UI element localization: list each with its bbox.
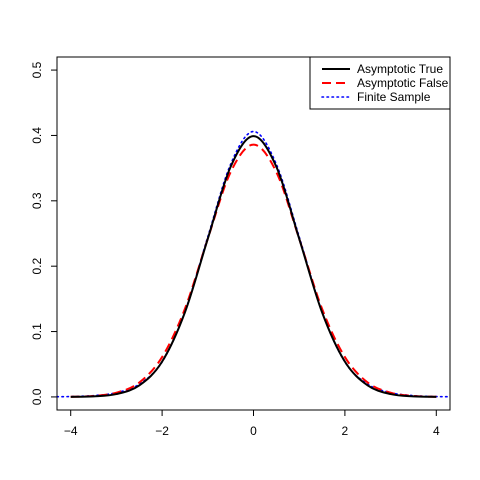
y-tick-label: 0.5 [30, 61, 44, 78]
x-tick-label: −2 [155, 424, 169, 438]
legend-label: Asymptotic True [357, 62, 443, 76]
series-line-asymptotic-true [70, 135, 437, 398]
series-line-asymptotic-false [70, 143, 437, 398]
y-tick-label: 0.2 [30, 258, 44, 275]
x-tick-label: −4 [64, 424, 78, 438]
y-tick-label: 0.1 [30, 323, 44, 340]
axes-layer: −4 −2 0 2 4 0.0 0.1 0.2 0.3 0.4 0.5 [30, 61, 440, 438]
y-tick-label: 0.0 [30, 388, 44, 405]
x-tick-label: 4 [433, 424, 440, 438]
series-layer [56, 130, 451, 398]
x-tick-label: 2 [342, 424, 349, 438]
y-tick-label: 0.3 [30, 192, 44, 209]
legend-label: Finite Sample [357, 90, 431, 104]
x-tick-label: 0 [250, 424, 257, 438]
legend-box [309, 56, 451, 110]
y-tick-label: 0.4 [30, 127, 44, 144]
plot-frame [56, 56, 451, 411]
legend-label: Asymptotic False [357, 76, 449, 90]
